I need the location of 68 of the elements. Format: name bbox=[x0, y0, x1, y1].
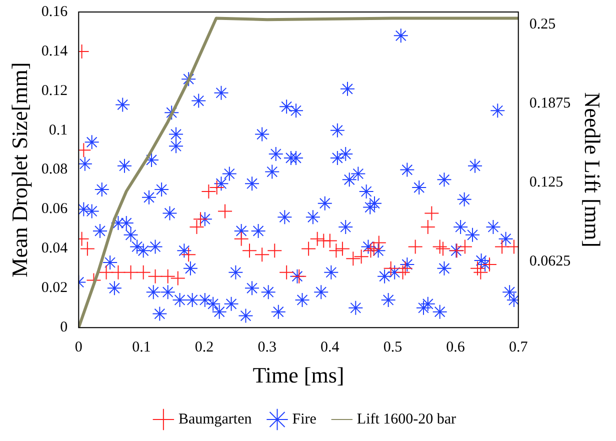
point bbox=[473, 264, 488, 280]
point bbox=[148, 268, 163, 284]
point bbox=[432, 239, 448, 254]
x-tick-label: 0.6 bbox=[446, 340, 466, 356]
point bbox=[334, 241, 350, 256]
legend-label: Fire bbox=[292, 411, 317, 428]
y2-axis-title: Needle Lift [mm] bbox=[580, 92, 606, 248]
legend-label: Lift 1600-20 bar bbox=[356, 411, 456, 428]
point bbox=[201, 184, 216, 199]
point bbox=[383, 260, 398, 276]
point bbox=[123, 264, 138, 280]
x-tick-label: 0.7 bbox=[508, 340, 528, 356]
point bbox=[371, 235, 386, 250]
point bbox=[80, 241, 95, 256]
x-tick-label: 0.3 bbox=[258, 340, 276, 356]
point bbox=[98, 264, 114, 280]
point bbox=[395, 264, 410, 280]
y-tick-label: 0.12 bbox=[41, 82, 68, 99]
point bbox=[470, 260, 486, 276]
x-tick-label: 0.5 bbox=[383, 340, 402, 356]
point bbox=[234, 231, 249, 246]
point bbox=[366, 241, 382, 256]
y2-tick-label: 0.25 bbox=[529, 16, 556, 33]
legend-label: Baumgarten bbox=[178, 411, 252, 428]
point bbox=[363, 243, 378, 258]
point bbox=[408, 239, 423, 254]
point bbox=[209, 180, 224, 196]
point bbox=[170, 270, 186, 286]
point bbox=[193, 212, 208, 227]
point bbox=[457, 239, 472, 254]
point bbox=[110, 264, 126, 280]
point bbox=[310, 231, 325, 246]
point bbox=[267, 243, 282, 258]
y-axis-title: Mean Droplet Size[mm] bbox=[6, 62, 32, 278]
point bbox=[354, 249, 369, 264]
y-tick-label: 0.16 bbox=[41, 4, 68, 20]
point bbox=[254, 247, 270, 262]
y-tick-label: 0.04 bbox=[41, 240, 68, 257]
y2-tick-label: 0.1875 bbox=[529, 95, 571, 112]
point bbox=[242, 243, 258, 258]
point bbox=[279, 264, 294, 280]
y-tick-label: 0.14 bbox=[41, 43, 68, 60]
x-tick-label: 0.4 bbox=[320, 340, 340, 356]
point bbox=[435, 241, 450, 256]
point bbox=[301, 241, 316, 256]
point bbox=[482, 256, 497, 272]
point bbox=[420, 220, 436, 235]
y2-tick-label: 0.125 bbox=[529, 174, 564, 190]
x-tick-label: 0.1 bbox=[132, 340, 151, 356]
point bbox=[346, 251, 361, 266]
x-axis-title: Time [ms] bbox=[252, 362, 344, 388]
y-tick-label: 0.02 bbox=[41, 280, 68, 296]
point bbox=[189, 220, 204, 235]
point bbox=[494, 239, 510, 254]
point bbox=[160, 268, 176, 284]
y-tick-label: 0.06 bbox=[41, 201, 68, 218]
y2-tick-label: 0.0625 bbox=[529, 253, 571, 270]
x-tick-label: 0 bbox=[74, 340, 82, 356]
point bbox=[136, 264, 151, 280]
x-tick-label: 0.2 bbox=[194, 340, 214, 356]
y-tick-label: 0.1 bbox=[48, 122, 68, 138]
y-tick-label: 0 bbox=[60, 320, 68, 336]
point bbox=[424, 206, 440, 221]
point bbox=[316, 233, 332, 248]
point bbox=[181, 247, 196, 262]
point bbox=[398, 260, 413, 276]
point bbox=[218, 204, 233, 219]
y-tick-label: 0.08 bbox=[41, 162, 68, 178]
